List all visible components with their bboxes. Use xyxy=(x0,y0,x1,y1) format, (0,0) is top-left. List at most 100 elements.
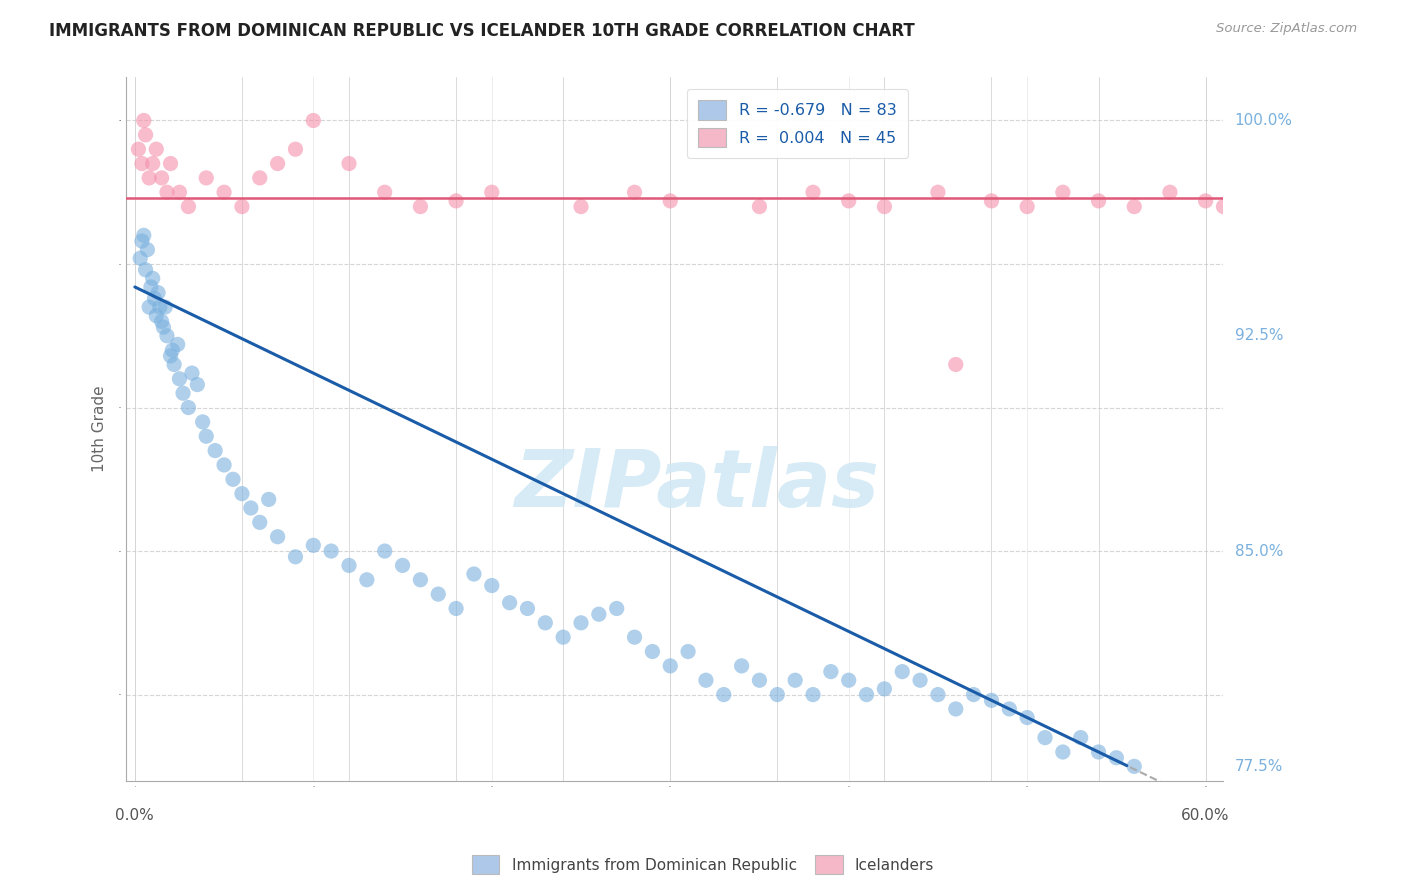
Point xyxy=(204,443,226,458)
Point xyxy=(374,544,396,558)
Point xyxy=(337,156,360,170)
Point xyxy=(427,587,450,601)
Point xyxy=(177,401,200,415)
Point xyxy=(748,200,770,214)
Point xyxy=(131,234,153,248)
Point xyxy=(998,702,1021,716)
Point xyxy=(186,377,208,392)
Point xyxy=(172,386,194,401)
Point xyxy=(1070,731,1092,745)
Point xyxy=(588,607,610,622)
Point xyxy=(191,415,214,429)
Point xyxy=(409,573,432,587)
Point xyxy=(152,320,174,334)
Point xyxy=(481,186,503,200)
Point xyxy=(239,501,262,516)
Y-axis label: 10th Grade: 10th Grade xyxy=(93,385,107,473)
Point xyxy=(927,688,949,702)
Point xyxy=(945,702,967,716)
Point xyxy=(177,200,200,214)
Point xyxy=(159,156,181,170)
Point xyxy=(820,665,842,679)
Point xyxy=(146,285,169,300)
Point xyxy=(138,170,160,185)
Point xyxy=(321,544,343,558)
Point xyxy=(266,156,288,170)
Point xyxy=(1087,194,1109,208)
Point xyxy=(1265,194,1288,208)
Point xyxy=(569,615,592,630)
Point xyxy=(516,601,538,615)
Point xyxy=(1017,200,1039,214)
Point xyxy=(337,558,360,573)
Point xyxy=(908,673,931,688)
Point xyxy=(623,186,645,200)
Point xyxy=(980,194,1002,208)
Point xyxy=(1159,186,1181,200)
Point xyxy=(284,549,307,564)
Legend: Immigrants from Dominican Republic, Icelanders: Immigrants from Dominican Republic, Icel… xyxy=(465,849,941,880)
Point xyxy=(135,128,157,142)
Point xyxy=(1105,750,1128,764)
Point xyxy=(302,538,325,552)
Point xyxy=(127,142,149,156)
Point xyxy=(138,300,160,314)
Point xyxy=(606,601,628,615)
Point xyxy=(212,186,235,200)
Point xyxy=(569,200,592,214)
Legend: R = -0.679   N = 83, R =  0.004   N = 45: R = -0.679 N = 83, R = 0.004 N = 45 xyxy=(686,89,908,158)
Point xyxy=(159,349,181,363)
Point xyxy=(150,314,173,328)
Point xyxy=(145,142,167,156)
Text: 100.0%: 100.0% xyxy=(1234,113,1292,128)
Point xyxy=(169,372,191,386)
Point xyxy=(231,200,253,214)
Point xyxy=(409,200,432,214)
Point xyxy=(855,688,877,702)
Point xyxy=(748,673,770,688)
Point xyxy=(1052,186,1074,200)
Point xyxy=(444,194,467,208)
Point xyxy=(873,681,896,696)
Point xyxy=(356,573,378,587)
Point xyxy=(1017,710,1039,724)
Point xyxy=(444,601,467,615)
Point xyxy=(1212,200,1234,214)
Point xyxy=(659,659,682,673)
Point xyxy=(801,688,824,702)
Point xyxy=(169,186,191,200)
Point xyxy=(1194,194,1216,208)
Text: 92.5%: 92.5% xyxy=(1234,328,1284,343)
Point xyxy=(1123,759,1146,773)
Point xyxy=(131,156,153,170)
Text: ZIPatlas: ZIPatlas xyxy=(515,446,879,524)
Point xyxy=(231,486,253,500)
Point xyxy=(129,252,152,266)
Text: IMMIGRANTS FROM DOMINICAN REPUBLIC VS ICELANDER 10TH GRADE CORRELATION CHART: IMMIGRANTS FROM DOMINICAN REPUBLIC VS IC… xyxy=(49,22,915,40)
Point xyxy=(481,578,503,592)
Point xyxy=(181,366,204,380)
Point xyxy=(962,688,984,702)
Point xyxy=(266,530,288,544)
Point xyxy=(212,458,235,472)
Point xyxy=(249,170,271,185)
Point xyxy=(145,309,167,323)
Point xyxy=(1230,186,1253,200)
Point xyxy=(713,688,735,702)
Point xyxy=(534,615,557,630)
Point xyxy=(132,228,155,243)
Point xyxy=(163,358,186,372)
Point xyxy=(801,186,824,200)
Text: 85.0%: 85.0% xyxy=(1234,543,1282,558)
Point xyxy=(284,142,307,156)
Point xyxy=(156,186,179,200)
Text: 60.0%: 60.0% xyxy=(1181,808,1230,823)
Point xyxy=(162,343,184,358)
Point xyxy=(135,262,157,277)
Point xyxy=(142,156,165,170)
Point xyxy=(873,200,896,214)
Point xyxy=(195,170,218,185)
Point xyxy=(891,665,914,679)
Point xyxy=(980,693,1002,707)
Point xyxy=(143,292,166,306)
